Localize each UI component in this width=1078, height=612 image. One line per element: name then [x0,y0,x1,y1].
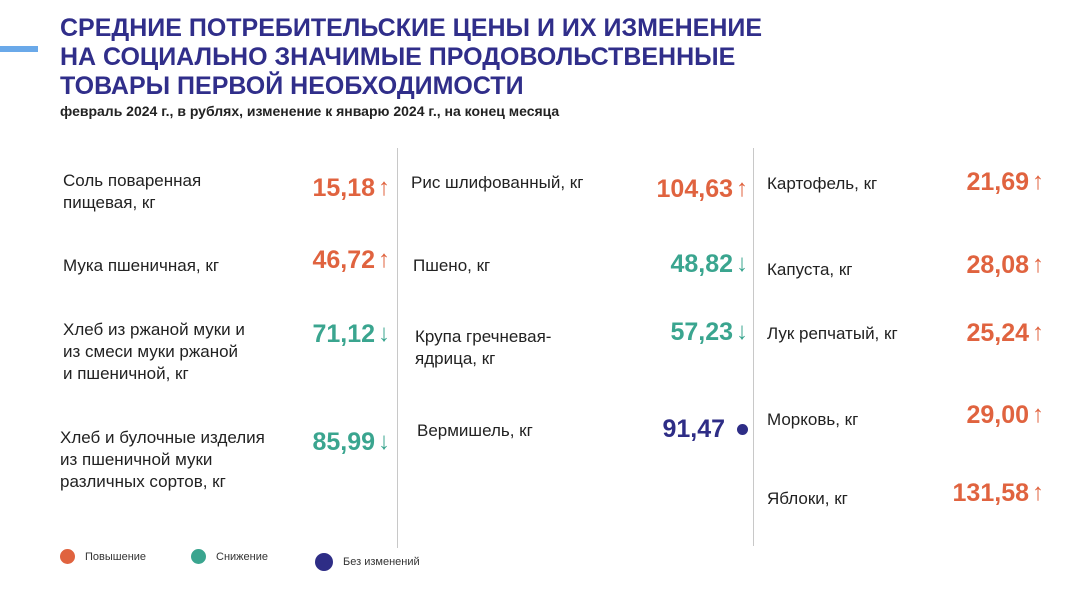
price-value: 21,69 [966,168,1029,196]
arrow-up-icon: ↑ [736,175,748,202]
column-divider [753,148,754,546]
price-item-rice: Рис шлифованный, кг 104,63 ↑ [411,172,748,208]
price-value: 48,82 [670,250,733,278]
legend-item-same: Без изменений [315,553,420,571]
item-value: 28,08 ↑ [966,250,1044,280]
item-value: 25,24 ↑ [966,318,1044,348]
accent-bar [0,46,38,52]
price-value: 85,99 [312,428,375,456]
price-value: 25,24 [966,319,1029,347]
item-value: 29,00 ↑ [966,400,1044,430]
price-value: 104,63 [656,175,733,203]
price-item-apples: Яблоки, кг 131,58 ↑ [767,478,1044,514]
item-label: Крупа гречневая- ядрица, кг [415,327,552,368]
price-value: 71,12 [312,320,375,348]
price-item-buckwheat: Крупа гречневая- ядрица, кг 57,23 ↓ [415,317,748,368]
column-divider [397,148,398,548]
price-value: 131,58 [952,479,1029,507]
item-value: 104,63 ↑ [657,174,748,204]
item-value: 71,12 ↓ [312,319,390,349]
item-value: 21,69 ↑ [966,167,1044,197]
item-label: Яблоки, кг [767,489,848,508]
price-item-cabbage: Капуста, кг 28,08 ↑ [767,250,1044,286]
down-dot-icon [191,549,206,564]
price-value: 46,72 [312,246,375,274]
arrow-up-icon: ↑ [378,174,390,201]
price-item-carrot: Морковь, кг 29,00 ↑ [767,400,1044,436]
item-value: 15,18 ↑ [312,173,390,203]
title-line: НА СОЦИАЛЬНО ЗНАЧИМЫЕ ПРОДОВОЛЬСТВЕННЫЕ [60,43,736,71]
legend-item-up: Повышение [60,549,146,564]
arrow-down-icon: ↓ [736,250,748,277]
item-label: Капуста, кг [767,260,853,279]
price-item-salt: Соль поваренная пищевая, кг 15,18 ↑ [63,170,390,216]
price-item-wheat-bread: Хлеб и булочные изделия из пшеничной мук… [60,427,390,495]
item-label: Хлеб и булочные изделия из пшеничной мук… [60,428,265,491]
page-subtitle: февраль 2024 г., в рублях, изменение к я… [60,103,560,119]
item-value: 131,58 ↑ [953,478,1044,508]
no-change-dot-icon [315,553,333,571]
item-label: Соль поваренная пищевая, кг [63,171,202,212]
price-item-millet: Пшено, кг 48,82 ↓ [413,249,748,285]
arrow-up-icon: ↑ [1032,251,1044,278]
title-line: СРЕДНИЕ ПОТРЕБИТЕЛЬСКИЕ ЦЕНЫ И ИХ ИЗМЕНЕ… [60,14,763,42]
price-value: 29,00 [966,401,1029,429]
price-item-potato: Картофель, кг 21,69 ↑ [767,167,1044,203]
arrow-down-icon: ↓ [378,428,390,455]
item-value: 91,47 [662,414,748,444]
legend-label: Снижение [216,550,268,563]
item-label: Лук репчатый, кг [767,324,898,343]
item-value: 46,72 ↑ [312,245,390,275]
price-item-vermicelli: Вермишель, кг 91,47 [417,414,748,450]
item-value: 57,23 ↓ [670,317,748,347]
price-value: 57,23 [670,318,733,346]
legend-label: Без изменений [343,556,420,568]
item-label: Рис шлифованный, кг [411,173,584,192]
item-label: Мука пшеничная, кг [63,256,220,275]
item-label: Морковь, кг [767,410,859,429]
item-label: Картофель, кг [767,174,878,193]
arrow-up-icon: ↑ [1032,479,1044,506]
price-item-onion: Лук репчатый, кг 25,24 ↑ [767,318,1044,354]
price-item-rye-bread: Хлеб из ржаной муки и из смеси муки ржан… [63,319,390,387]
up-dot-icon [60,549,75,564]
item-value: 48,82 ↓ [670,249,748,279]
price-value: 15,18 [312,174,375,202]
arrow-up-icon: ↑ [1032,401,1044,428]
item-label: Хлеб из ржаной муки и из смеси муки ржан… [63,320,245,383]
item-value: 85,99 ↓ [312,427,390,457]
arrow-up-icon: ↑ [378,246,390,273]
arrow-down-icon: ↓ [378,320,390,347]
legend-label: Повышение [85,550,147,563]
title-line: ТОВАРЫ ПЕРВОЙ НЕОБХОДИМОСТИ [60,72,524,100]
page-title: СРЕДНИЕ ПОТРЕБИТЕЛЬСКИЕ ЦЕНЫ И ИХ ИЗМЕНЕ… [60,14,960,101]
price-value: 28,08 [966,251,1029,279]
arrow-up-icon: ↑ [1032,168,1044,195]
no-change-dot-icon [737,423,748,435]
arrow-up-icon: ↑ [1032,319,1044,346]
price-value: 91,47 [662,415,725,443]
item-label: Пшено, кг [413,256,491,275]
legend-item-down: Снижение [191,549,268,564]
arrow-down-icon: ↓ [736,318,748,345]
item-label: Вермишель, кг [417,421,533,440]
price-item-flour: Мука пшеничная, кг 46,72 ↑ [63,245,390,285]
